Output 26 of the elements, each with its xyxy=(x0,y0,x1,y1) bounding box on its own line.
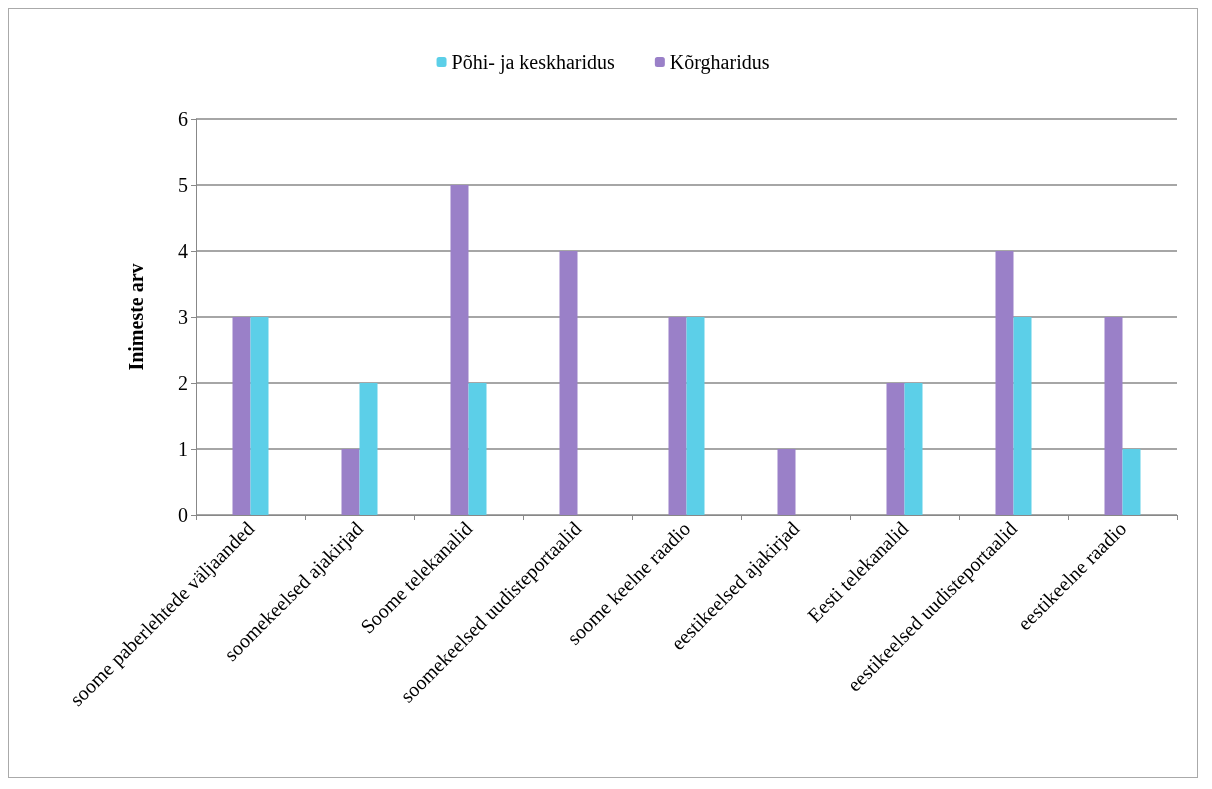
bar xyxy=(232,317,251,515)
y-axis-title: Inimeste arv xyxy=(125,263,147,371)
bar xyxy=(995,251,1014,515)
bar xyxy=(1122,449,1141,515)
legend-label: Põhi- ja keskharidus xyxy=(451,51,616,74)
y-tick-label: 5 xyxy=(178,174,188,196)
y-tick-label: 3 xyxy=(178,306,188,328)
bar xyxy=(359,383,378,515)
bar xyxy=(468,383,487,515)
bar xyxy=(777,449,796,515)
bar xyxy=(886,383,905,515)
bar xyxy=(559,251,578,515)
bar xyxy=(1104,317,1123,515)
bar xyxy=(686,317,705,515)
y-tick-label: 4 xyxy=(178,240,188,262)
legend-label: Kõrgharidus xyxy=(669,51,770,74)
y-tick-label: 2 xyxy=(178,372,188,394)
y-tick-label: 0 xyxy=(178,504,188,526)
bar xyxy=(668,317,687,515)
bar xyxy=(1013,317,1032,515)
bar xyxy=(250,317,269,515)
y-tick-label: 1 xyxy=(178,438,188,460)
bar xyxy=(904,383,923,515)
y-tick-label: 6 xyxy=(178,108,188,130)
bar xyxy=(341,449,360,515)
bar xyxy=(450,185,469,515)
